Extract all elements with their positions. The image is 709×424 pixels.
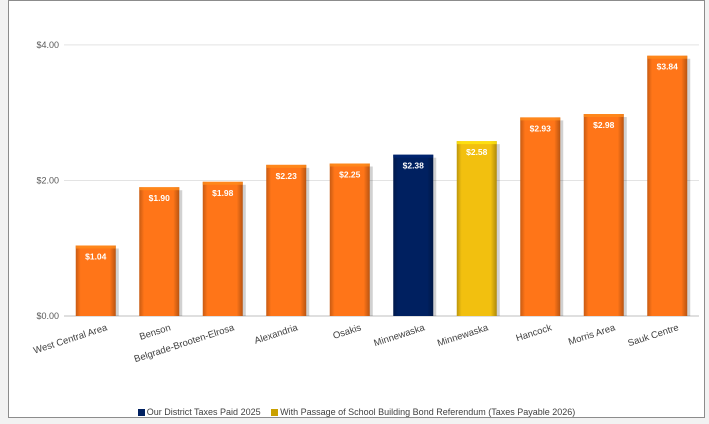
x-tick-label: Sauk Centre (627, 322, 681, 349)
data-label: $2.23 (276, 171, 298, 181)
legend-item-bond-referendum: With Passage of School Building Bond Ref… (271, 407, 575, 417)
bar-chart: $0.00 $2.00 $4.00 $1.04 West Central Area $1.… (32, 40, 699, 365)
x-tick-label: Minnewaska (373, 322, 427, 349)
legend: Our District Taxes Paid 2025 With Passag… (9, 407, 704, 417)
legend-label-bond-referendum: With Passage of School Building Bond Ref… (280, 407, 576, 417)
bar-top-bevel (583, 114, 624, 118)
bar (75, 245, 116, 316)
data-label: $1.98 (212, 188, 234, 198)
data-label: $1.90 (149, 193, 171, 203)
bar (139, 187, 180, 316)
bar (520, 117, 561, 317)
bar-top-bevel (75, 245, 116, 249)
x-tick-label: Osakis (332, 322, 363, 342)
bar-top-bevel (647, 55, 688, 59)
x-tick-label: West Central Area (32, 322, 109, 356)
x-tick-label: Morris Area (567, 322, 617, 348)
bar-top-bevel (329, 163, 370, 167)
bar-top-bevel (202, 181, 243, 185)
bar-top-bevel (266, 164, 307, 168)
legend-swatch-gold (271, 408, 279, 416)
bar-top-bevel (393, 154, 434, 158)
bar-top-bevel (520, 117, 561, 121)
bar (583, 114, 624, 317)
bar (393, 154, 434, 316)
data-label: $2.58 (466, 147, 488, 157)
bar (647, 55, 688, 316)
data-label: $2.93 (530, 123, 552, 133)
legend-item-district-taxes: Our District Taxes Paid 2025 (137, 407, 261, 417)
x-tick-label: Hancock (515, 322, 554, 344)
data-label: $2.25 (339, 170, 361, 180)
bar-top-bevel (139, 187, 180, 191)
y-tick-label: $4.00 (36, 40, 59, 50)
data-label: $2.98 (593, 120, 615, 130)
bar (266, 164, 307, 316)
bar (456, 141, 497, 316)
data-label: $3.84 (657, 62, 679, 72)
data-label: $2.38 (403, 161, 425, 171)
x-tick-label: Alexandria (253, 322, 300, 347)
legend-swatch-navy (137, 408, 145, 416)
y-tick-label: $0.00 (36, 311, 59, 321)
data-label: $1.04 (85, 252, 107, 262)
y-tick-label: $2.00 (36, 175, 59, 185)
bar (202, 181, 243, 316)
chart-frame: $0.00 $2.00 $4.00 $1.04 West Central Area $1.… (8, 0, 705, 418)
x-tick-label: Benson (138, 322, 172, 342)
legend-label-district-taxes: Our District Taxes Paid 2025 (146, 407, 261, 417)
bar-top-bevel (456, 141, 497, 145)
x-tick-label: Minnewaska (436, 322, 490, 349)
bar (329, 163, 370, 316)
